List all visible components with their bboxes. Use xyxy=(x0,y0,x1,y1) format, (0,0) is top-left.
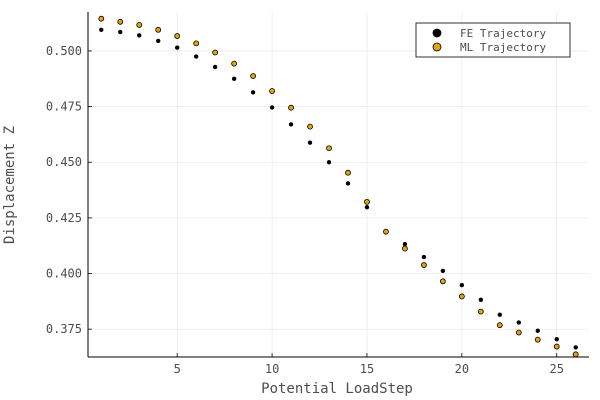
fe-trajectory-point xyxy=(459,282,465,288)
fe-trajectory-point xyxy=(193,54,199,59)
ml-trajectory-point xyxy=(383,228,389,235)
fe-trajectory-point xyxy=(174,45,180,50)
legend-marker xyxy=(432,42,442,52)
x-tick-label: 20 xyxy=(455,362,469,376)
ml-trajectory-point xyxy=(212,49,219,56)
y-tick-label: 0.475 xyxy=(46,100,82,114)
legend-label: ML Trajectory xyxy=(460,41,546,54)
fe-trajectory-point xyxy=(137,33,142,38)
ml-trajectory-point xyxy=(288,104,294,111)
x-tick-label: 15 xyxy=(360,362,374,376)
legend-box xyxy=(415,22,571,58)
fe-trajectory-point xyxy=(231,76,237,81)
ml-trajectory-point xyxy=(458,293,465,300)
ml-trajectory-point xyxy=(572,351,579,358)
fe-trajectory-point xyxy=(269,105,275,110)
fe-trajectory-point xyxy=(573,345,578,350)
fe-trajectory-point xyxy=(156,38,161,44)
fe-trajectory-point xyxy=(288,122,294,127)
fe-trajectory-point xyxy=(440,268,446,274)
legend-label: FE Trajectory xyxy=(460,27,546,40)
fe-trajectory-point xyxy=(535,328,540,333)
fe-trajectory-point xyxy=(478,297,484,302)
ml-trajectory-point xyxy=(553,343,560,350)
ml-trajectory-point xyxy=(136,22,143,28)
x-tick-label: 5 xyxy=(174,362,181,376)
fe-trajectory-point xyxy=(99,27,104,33)
ml-trajectory-point xyxy=(364,198,370,205)
ml-trajectory-point xyxy=(345,169,351,176)
fe-trajectory-point xyxy=(307,140,313,145)
grid xyxy=(88,12,589,357)
x-axis-label: Potential LoadStep xyxy=(261,381,413,397)
y-tick-label: 0.400 xyxy=(46,267,82,281)
tick-labels: 5 10 15 20 25 0.375 0.400 0.425 0.450 0.475 0.500 xyxy=(46,44,564,376)
ml-trajectory-point xyxy=(534,336,541,343)
y-axis-label: Displacement Z xyxy=(2,126,18,244)
ml-trajectory-point xyxy=(155,26,162,33)
legend-marker xyxy=(432,28,442,38)
data-points xyxy=(98,15,579,358)
ml-trajectory-point xyxy=(98,15,105,22)
ml-trajectory-point xyxy=(193,40,200,47)
fe-trajectory-point xyxy=(326,160,332,165)
y-tick-label: 0.450 xyxy=(46,155,82,169)
fe-trajectory-point xyxy=(364,205,370,210)
ml-trajectory-point xyxy=(402,245,408,252)
ml-trajectory-point xyxy=(269,88,275,94)
fe-trajectory-point xyxy=(118,29,123,35)
ml-trajectory-point xyxy=(477,308,484,315)
ml-trajectory-point xyxy=(250,73,257,80)
fe-trajectory-point xyxy=(554,336,559,342)
y-tick-label: 0.425 xyxy=(46,211,82,225)
axes xyxy=(87,12,589,358)
ml-trajectory-point xyxy=(326,145,332,152)
y-tick-label: 0.500 xyxy=(46,44,82,58)
ml-trajectory-point xyxy=(174,33,181,39)
fe-trajectory-point xyxy=(345,181,351,186)
ml-trajectory-point xyxy=(439,278,446,285)
x-tick-label: 25 xyxy=(550,362,564,376)
ml-trajectory-point xyxy=(515,329,522,336)
y-tick-label: 0.375 xyxy=(46,322,82,336)
fe-trajectory-point xyxy=(497,312,503,317)
fe-trajectory-point xyxy=(250,90,256,95)
fe-trajectory-point xyxy=(212,64,218,70)
ml-trajectory-point xyxy=(420,262,427,268)
ml-trajectory-point xyxy=(117,18,124,25)
fe-trajectory-point xyxy=(516,320,521,325)
ml-trajectory-point xyxy=(231,60,238,67)
x-tick-label: 10 xyxy=(265,362,279,376)
ml-trajectory-point xyxy=(496,322,503,329)
fe-trajectory-point xyxy=(402,241,408,247)
ml-trajectory-point xyxy=(307,123,313,130)
fe-trajectory-point xyxy=(421,254,427,260)
